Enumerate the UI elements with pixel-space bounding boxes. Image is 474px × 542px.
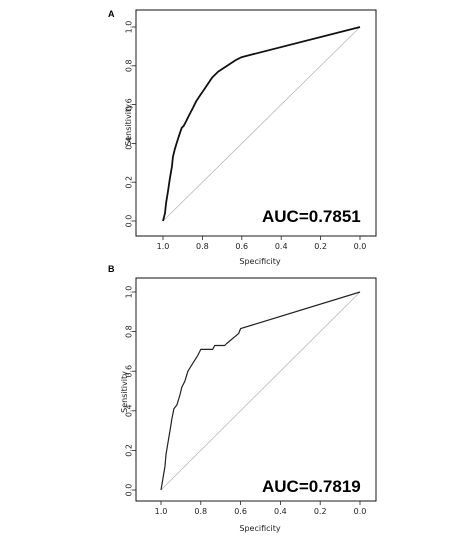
x-axis-title-b: Specificity — [239, 524, 280, 533]
x-tick-label-b: 1.0 — [155, 507, 168, 516]
y-axis-title-a: Sensitivity — [124, 104, 133, 146]
x-axis-title-a: Specificity — [239, 257, 280, 266]
roc-curve-b — [160, 291, 361, 491]
diagonal-reference-line-b — [160, 291, 361, 491]
y-tick-label-b: 0.2 — [125, 444, 134, 457]
y-tick-label-b: 0.4 — [125, 404, 134, 417]
x-tick-label-a: 1.0 — [157, 242, 170, 251]
x-tick-label-b: 0.0 — [354, 507, 367, 516]
roc-panel-b: B Specificity Sensitivity AUC=0.7819 1.0… — [108, 264, 377, 533]
y-axis-title-b: Sensitivity — [120, 371, 129, 413]
y-tick-label-b: 0.6 — [125, 365, 134, 378]
y-tick-label-b: 0.0 — [125, 484, 134, 497]
y-tick-label-a: 0.6 — [125, 98, 134, 111]
diagonal-reference-line-a — [162, 26, 361, 222]
roc-panel-a: A Specificity Sensitivity AUC=0.7851 1.0… — [108, 9, 377, 266]
auc-annotation-b: AUC=0.7819 — [262, 477, 361, 496]
panel-label-b: B — [108, 264, 115, 274]
x-tick-label-a: 0.0 — [354, 242, 367, 251]
y-tick-label-b: 0.8 — [125, 325, 134, 338]
x-tick-label-a: 0.4 — [275, 242, 288, 251]
roc-curve-a — [162, 26, 361, 222]
x-tick-label-a: 0.6 — [235, 242, 248, 251]
y-tick-label-a: 0.8 — [125, 59, 134, 72]
x-tick-label-b: 0.2 — [314, 507, 327, 516]
y-tick-label-a: 0.2 — [125, 176, 134, 189]
x-tick-label-a: 0.8 — [196, 242, 209, 251]
auc-annotation-a: AUC=0.7851 — [262, 207, 361, 226]
x-tick-label-b: 0.6 — [234, 507, 247, 516]
x-tick-label-b: 0.4 — [274, 507, 287, 516]
x-tick-label-b: 0.8 — [194, 507, 207, 516]
y-tick-label-b: 1.0 — [125, 286, 134, 299]
panel-label-a: A — [108, 9, 115, 19]
y-tick-label-a: 1.0 — [125, 21, 134, 34]
y-tick-label-a: 0.0 — [125, 215, 134, 228]
x-tick-label-a: 0.2 — [314, 242, 327, 251]
y-tick-label-a: 0.4 — [125, 137, 134, 150]
